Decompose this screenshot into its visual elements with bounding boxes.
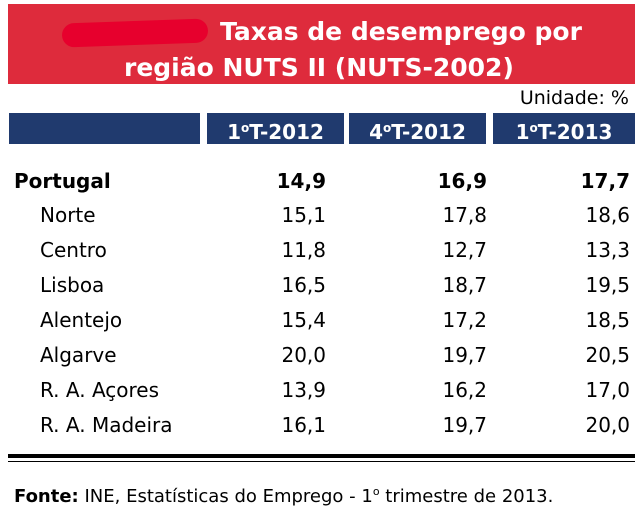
- row-value: 16,5: [281, 273, 326, 297]
- row-value: 19,7: [442, 343, 487, 367]
- row-label: Alentejo: [40, 308, 123, 332]
- row-value: 15,4: [281, 308, 326, 332]
- row-value: 18,7: [442, 273, 487, 297]
- table-row: Alentejo 15,4 17,2 18,5: [0, 303, 640, 337]
- row-value: 16,2: [442, 378, 487, 402]
- row-value: 15,1: [281, 203, 326, 227]
- row-value: 18,6: [585, 203, 630, 227]
- row-value: 16,9: [437, 169, 487, 193]
- row-value: 20,0: [281, 343, 326, 367]
- row-label: Portugal: [14, 169, 111, 193]
- row-value: 20,0: [585, 413, 630, 437]
- row-value: 20,5: [585, 343, 630, 367]
- row-label: Algarve: [40, 343, 117, 367]
- title-line-1: Taxas de desemprego por: [220, 17, 582, 46]
- divider-thin: [8, 461, 635, 462]
- row-value: 13,3: [585, 238, 630, 262]
- table-row-portugal: Portugal 14,9 16,9 17,7: [0, 164, 640, 198]
- row-value: 13,9: [281, 378, 326, 402]
- column-header-3: 1oT-2013: [493, 113, 635, 144]
- column-header-1: 1oT-2012: [207, 113, 344, 144]
- row-value: 11,8: [281, 238, 326, 262]
- redaction-mark: [61, 18, 209, 48]
- row-value: 18,5: [585, 308, 630, 332]
- row-value: 16,1: [281, 413, 326, 437]
- row-value: 17,7: [580, 169, 630, 193]
- table-row: R. A. Madeira 16,1 19,7 20,0: [0, 408, 640, 442]
- row-value: 19,5: [585, 273, 630, 297]
- source-note: Fonte: INE, Estatísticas do Emprego - 1o…: [14, 485, 554, 507]
- row-label: Norte: [40, 203, 96, 227]
- row-value: 17,0: [585, 378, 630, 402]
- table-row: Norte 15,1 17,8 18,6: [0, 198, 640, 232]
- row-label: Centro: [40, 238, 107, 262]
- row-value: 14,9: [276, 169, 326, 193]
- table-row: Algarve 20,0 19,7 20,5: [0, 338, 640, 372]
- table-row: R. A. Açores 13,9 16,2 17,0: [0, 373, 640, 407]
- column-header-2: 4oT-2012: [349, 113, 486, 144]
- row-label: R. A. Açores: [40, 378, 160, 402]
- row-value: 19,7: [442, 413, 487, 437]
- unit-label: Unidade: %: [519, 87, 629, 109]
- table-row: Lisboa 16,5 18,7 19,5: [0, 268, 640, 302]
- title-banner: Taxas de desemprego por região NUTS II (…: [8, 4, 635, 84]
- header-blank-cell: [9, 113, 200, 144]
- row-value: 12,7: [442, 238, 487, 262]
- source-key: Fonte:: [14, 486, 79, 507]
- divider-thick: [8, 454, 635, 458]
- row-value: 17,2: [442, 308, 487, 332]
- row-label: Lisboa: [40, 273, 105, 297]
- title-line-2: região NUTS II (NUTS-2002): [124, 53, 514, 82]
- row-value: 17,8: [442, 203, 487, 227]
- row-label: R. A. Madeira: [40, 413, 173, 437]
- table-row: Centro 11,8 12,7 13,3: [0, 233, 640, 267]
